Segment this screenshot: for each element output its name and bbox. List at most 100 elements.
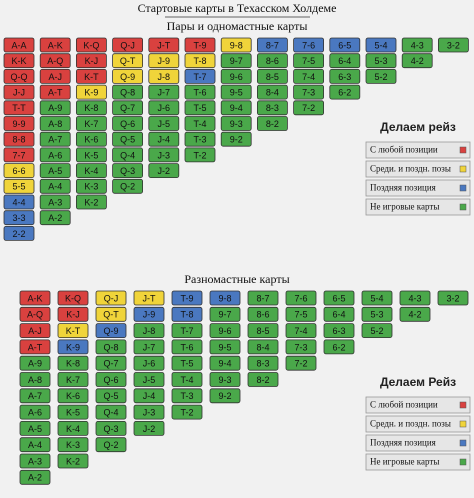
hand-cell xyxy=(39,131,71,147)
hand-label: 9-6 xyxy=(230,72,243,82)
hand-label: 4-3 xyxy=(408,293,421,303)
hand-cell xyxy=(112,131,143,147)
hand-label: 8-3 xyxy=(256,359,269,369)
hand-cell xyxy=(76,53,107,69)
hand-label: 7-2 xyxy=(294,359,307,369)
hand-label: 4-4 xyxy=(12,197,25,207)
hand-cell xyxy=(57,404,89,420)
hand-cell xyxy=(3,147,35,163)
legend-label: Средн. и поздн. позы xyxy=(370,419,451,429)
hand-label: 4-2 xyxy=(411,56,424,66)
hand-label: 5-3 xyxy=(374,56,387,66)
hand-label: 6-4 xyxy=(338,56,351,66)
hand-cell xyxy=(39,116,71,131)
hand-cell xyxy=(401,53,433,69)
hand-cell xyxy=(148,147,180,163)
hand-label: 9-7 xyxy=(230,56,243,66)
hand-cell xyxy=(76,100,107,116)
hand-cell xyxy=(112,69,143,84)
hand-cell xyxy=(209,306,241,322)
hand-cell xyxy=(171,290,203,306)
hand-label: K-6 xyxy=(66,391,80,401)
hand-label: J-T xyxy=(143,293,156,303)
hand-cell xyxy=(3,225,35,241)
hand-cell xyxy=(361,306,393,322)
hand-label: K-5 xyxy=(66,407,80,417)
hand-label: 8-7 xyxy=(256,293,269,303)
hand-label: K-Q xyxy=(65,293,81,303)
hand-label: K-J xyxy=(85,56,99,66)
hand-cell xyxy=(95,372,127,387)
hand-label: T-4 xyxy=(180,375,193,385)
hand-label: J-T xyxy=(157,40,170,50)
legend-box xyxy=(365,141,471,159)
hand-label: A-5 xyxy=(28,424,42,434)
hand-cell xyxy=(57,437,89,453)
hand-cell xyxy=(76,37,107,53)
hand-label: K-4 xyxy=(84,166,98,176)
hand-cell xyxy=(19,420,51,436)
hand-cell xyxy=(39,163,71,179)
hand-label: J-7 xyxy=(143,342,156,352)
hand-label: A-9 xyxy=(28,359,42,369)
hand-label: Q-9 xyxy=(120,72,135,82)
hand-cell xyxy=(39,69,71,84)
legend-box xyxy=(365,160,471,178)
hand-cell xyxy=(220,69,252,84)
hand-label: A-3 xyxy=(48,197,62,207)
legend-swatch xyxy=(459,458,467,466)
hand-cell xyxy=(148,37,180,53)
hand-label: 8-5 xyxy=(266,72,279,82)
hand-cell xyxy=(184,53,216,69)
hand-label: T-8 xyxy=(193,56,206,66)
hand-label: 7-6 xyxy=(294,293,307,303)
hand-cell xyxy=(3,210,35,226)
hand-label: K-7 xyxy=(84,119,98,129)
hand-cell xyxy=(148,53,180,69)
hand-label: T-2 xyxy=(193,150,206,160)
hand-cell xyxy=(39,53,71,69)
hand-cell xyxy=(76,131,107,147)
hand-cell xyxy=(39,178,71,194)
hand-cell xyxy=(171,323,203,339)
hand-label: T-5 xyxy=(180,359,193,369)
hand-label: J-8 xyxy=(158,72,171,82)
hand-label: J-9 xyxy=(158,56,171,66)
hand-label: J-7 xyxy=(158,87,171,97)
hand-label: 8-7 xyxy=(266,40,279,50)
hand-label: A-Q xyxy=(27,310,43,320)
hand-label: T-5 xyxy=(193,103,206,113)
hand-cell xyxy=(133,355,165,371)
hand-cell xyxy=(19,339,51,355)
hand-label: 5-4 xyxy=(370,293,383,303)
hand-cell xyxy=(209,388,241,404)
title: Стартовые карты в Техасском Холдеме xyxy=(138,1,337,15)
hand-label: 7-7 xyxy=(12,150,25,160)
hand-cell xyxy=(3,100,35,116)
legend-swatch xyxy=(459,203,467,211)
hand-label: 5-2 xyxy=(374,72,387,82)
hand-cell xyxy=(3,84,35,100)
hand-label: K-T xyxy=(84,72,99,82)
hand-cell xyxy=(148,84,180,100)
hand-label: Q-4 xyxy=(103,407,118,417)
hand-cell xyxy=(95,355,127,371)
hand-cell xyxy=(19,306,51,322)
legend-box xyxy=(365,434,471,452)
hand-label: A-8 xyxy=(48,119,62,129)
hand-cell xyxy=(220,84,252,100)
hand-cell xyxy=(133,339,165,355)
hand-cell xyxy=(3,116,35,131)
hand-cell xyxy=(3,131,35,147)
hand-label: K-8 xyxy=(66,359,80,369)
hand-label: Q-5 xyxy=(120,135,135,145)
hand-cell xyxy=(95,437,127,453)
hand-label: K-6 xyxy=(84,135,98,145)
hand-label: 6-6 xyxy=(12,166,25,176)
hand-cell xyxy=(256,37,288,53)
hand-label: A-4 xyxy=(48,182,62,192)
hand-cell xyxy=(95,404,127,420)
hand-cell xyxy=(19,290,51,306)
hand-cell xyxy=(39,37,71,53)
